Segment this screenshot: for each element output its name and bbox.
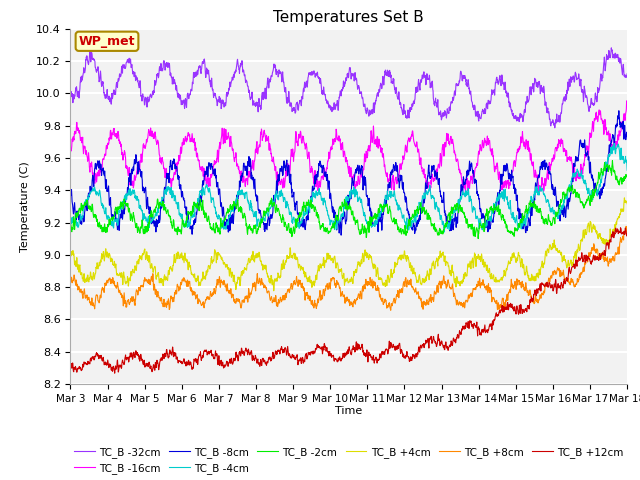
TC_B -16cm	[623, 100, 631, 106]
TC_B -8cm	[505, 173, 513, 179]
TC_B -4cm	[505, 205, 513, 211]
TC_B +8cm	[323, 284, 330, 289]
TC_B -32cm	[607, 45, 615, 51]
TC_B -4cm	[607, 144, 615, 150]
TC_B +4cm	[323, 256, 330, 262]
TC_B -32cm	[95, 76, 102, 82]
TC_B +8cm	[607, 260, 615, 265]
TC_B -16cm	[323, 166, 330, 172]
Line: TC_B -16cm: TC_B -16cm	[70, 101, 627, 194]
TC_B +4cm	[270, 288, 278, 294]
Line: TC_B -4cm: TC_B -4cm	[70, 144, 627, 232]
Title: Temperatures Set B: Temperatures Set B	[273, 10, 424, 25]
Legend: TC_B -32cm, TC_B -16cm, TC_B -8cm, TC_B -4cm, TC_B -2cm, TC_B +4cm, TC_B +8cm, T: TC_B -32cm, TC_B -16cm, TC_B -8cm, TC_B …	[70, 443, 627, 478]
TC_B -32cm	[505, 99, 513, 105]
Y-axis label: Temperature (C): Temperature (C)	[20, 161, 30, 252]
TC_B -32cm	[323, 97, 330, 103]
TC_B +12cm	[505, 301, 513, 307]
Line: TC_B +4cm: TC_B +4cm	[70, 198, 627, 291]
TC_B -16cm	[535, 192, 543, 197]
TC_B -4cm	[440, 229, 448, 235]
TC_B -2cm	[609, 158, 616, 164]
TC_B -8cm	[337, 232, 345, 238]
TC_B +12cm	[607, 232, 615, 238]
TC_B -2cm	[337, 208, 345, 214]
TC_B +8cm	[622, 224, 630, 229]
TC_B -8cm	[323, 175, 330, 180]
TC_B -8cm	[607, 138, 615, 144]
TC_B +4cm	[607, 232, 615, 238]
TC_B +4cm	[337, 266, 345, 272]
TC_B +8cm	[387, 307, 395, 313]
TC_B +4cm	[505, 261, 513, 267]
TC_B -8cm	[623, 134, 631, 140]
TC_B -4cm	[337, 212, 345, 218]
TC_B -16cm	[505, 186, 513, 192]
TC_B +8cm	[67, 280, 74, 286]
TC_B -4cm	[611, 141, 618, 146]
TC_B -16cm	[623, 98, 630, 104]
TC_B -2cm	[474, 236, 482, 241]
TC_B +4cm	[95, 262, 102, 268]
TC_B -4cm	[323, 205, 330, 211]
TC_B -16cm	[337, 147, 345, 153]
TC_B +4cm	[607, 233, 615, 239]
TC_B -8cm	[95, 165, 102, 171]
TC_B +8cm	[623, 231, 631, 237]
TC_B +12cm	[111, 370, 118, 376]
TC_B -32cm	[337, 93, 345, 99]
TC_B -8cm	[67, 193, 74, 199]
TC_B +12cm	[337, 356, 345, 362]
TC_B -16cm	[607, 141, 615, 146]
TC_B -4cm	[623, 168, 631, 173]
TC_B -32cm	[623, 71, 631, 76]
TC_B +8cm	[95, 299, 102, 304]
TC_B -32cm	[608, 48, 616, 53]
Line: TC_B +8cm: TC_B +8cm	[70, 227, 627, 310]
Line: TC_B +12cm: TC_B +12cm	[70, 228, 627, 373]
TC_B +12cm	[623, 231, 631, 237]
TC_B -2cm	[607, 170, 615, 176]
TC_B +4cm	[623, 201, 631, 207]
TC_B -32cm	[607, 48, 615, 54]
Line: TC_B -8cm: TC_B -8cm	[70, 111, 627, 235]
TC_B -8cm	[337, 228, 345, 234]
TC_B +8cm	[607, 257, 615, 263]
TC_B -2cm	[323, 228, 330, 234]
TC_B -4cm	[95, 192, 102, 198]
TC_B +12cm	[95, 356, 102, 361]
TC_B -16cm	[67, 149, 74, 155]
TC_B +8cm	[505, 289, 513, 295]
TC_B +12cm	[617, 225, 625, 230]
TC_B -4cm	[67, 216, 74, 222]
TC_B -32cm	[67, 97, 74, 103]
TC_B -2cm	[623, 172, 631, 178]
TC_B -32cm	[551, 125, 559, 131]
TC_B -2cm	[67, 222, 74, 228]
TC_B -16cm	[607, 144, 615, 150]
TC_B -2cm	[95, 224, 102, 230]
TC_B -8cm	[607, 139, 615, 145]
TC_B -2cm	[607, 170, 615, 176]
TC_B -4cm	[607, 146, 615, 152]
TC_B +12cm	[67, 363, 74, 369]
TC_B -8cm	[615, 108, 623, 114]
TC_B +12cm	[607, 237, 615, 242]
TC_B +4cm	[67, 254, 74, 260]
X-axis label: Time: Time	[335, 407, 362, 417]
TC_B -2cm	[505, 229, 513, 235]
TC_B +12cm	[323, 346, 330, 351]
TC_B +4cm	[621, 195, 628, 201]
Text: WP_met: WP_met	[79, 35, 135, 48]
TC_B -16cm	[95, 168, 102, 174]
Line: TC_B -32cm: TC_B -32cm	[70, 48, 627, 128]
Line: TC_B -2cm: TC_B -2cm	[70, 161, 627, 239]
TC_B +8cm	[337, 291, 345, 297]
